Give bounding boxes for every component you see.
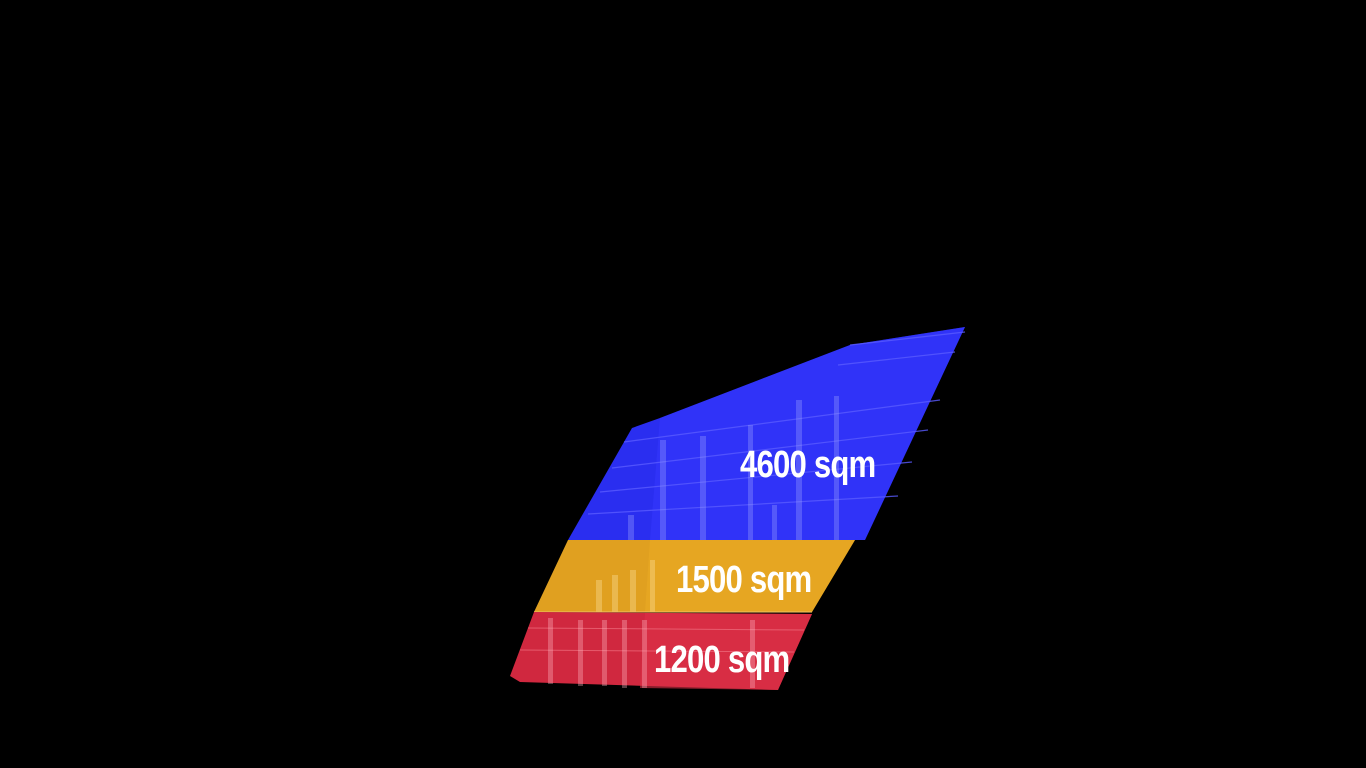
zone-middle-windows bbox=[596, 560, 655, 612]
zone-bottom: 1200 sqm bbox=[510, 612, 812, 690]
zone-bottom-windows bbox=[548, 618, 755, 688]
zone-top-floor-lines bbox=[587, 331, 966, 515]
zone-bottom-label: 1200 sqm bbox=[654, 639, 789, 681]
zone-top-label: 4600 sqm bbox=[740, 444, 875, 486]
zone-middle-facet bbox=[645, 540, 855, 612]
zone-middle: 1500 sqm bbox=[534, 540, 855, 613]
zone-bottom-floor-lines bbox=[519, 627, 805, 653]
zone-top-facet bbox=[650, 327, 965, 540]
zone-top: 4600 sqm bbox=[568, 327, 966, 540]
zone-middle-label: 1500 sqm bbox=[676, 559, 811, 601]
zone-top-windows bbox=[628, 396, 839, 540]
